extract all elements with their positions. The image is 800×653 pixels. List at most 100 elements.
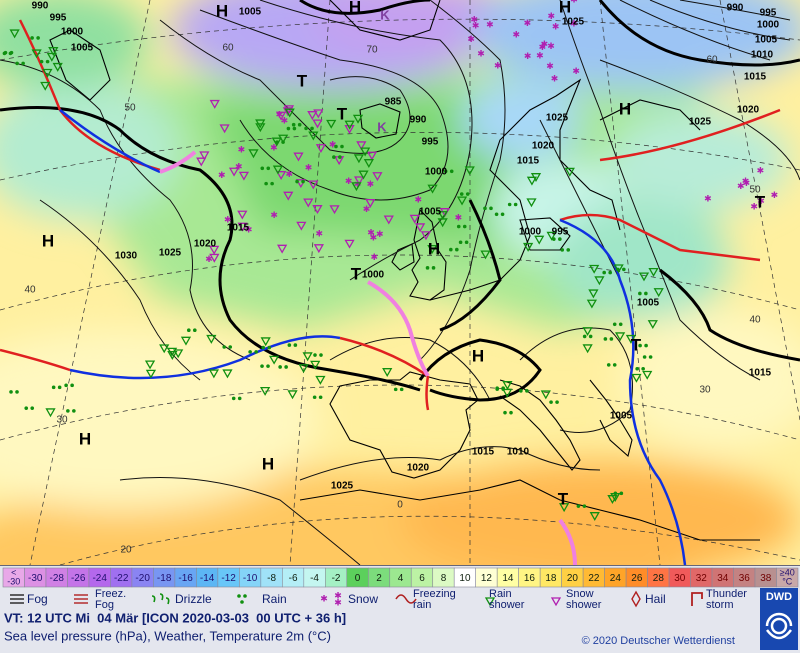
- shower-symbol: [464, 166, 475, 176]
- rain-symbol: [260, 166, 265, 171]
- shower-symbol: [228, 167, 240, 177]
- isobar-label: 1000: [757, 20, 780, 31]
- latitude-label: 30: [699, 385, 711, 396]
- isobar-label: 995: [760, 8, 777, 19]
- scale-label: -8: [267, 573, 276, 584]
- shower-symbol: [582, 327, 593, 337]
- rain-symbol: [9, 390, 13, 394]
- shower-symbol: [159, 344, 170, 354]
- rain-symbol: [222, 345, 227, 349]
- shower-symbol: [351, 182, 362, 192]
- isobar-label: 1000: [425, 167, 448, 178]
- isobar-label: 990: [410, 115, 427, 126]
- rain-symbol: [237, 396, 242, 401]
- rain-symbol: [313, 353, 317, 357]
- pressure-center: H: [559, 0, 571, 16]
- shower-symbol: [625, 334, 637, 344]
- snow-symbol: ✱: [742, 176, 750, 186]
- rain-symbol: [30, 406, 35, 410]
- shower-symbol: [315, 375, 326, 385]
- rain-symbol: [310, 126, 314, 131]
- rain-symbol: [284, 365, 288, 369]
- occluded-front: [367, 280, 430, 378]
- weather-legend: Fog Freez.Fog Drizzle Rain ✱ ✱✱ Snow Freezingra…: [10, 588, 747, 611]
- rain-symbol: [304, 126, 308, 131]
- snow-symbol: ✱: [315, 228, 323, 238]
- isobar-label: 995: [422, 137, 439, 148]
- pressure-center: T: [755, 192, 766, 211]
- snow-symbol: ✱: [334, 590, 342, 600]
- snow-symbol: ✱: [455, 212, 463, 222]
- snow-symbol: ✱: [238, 145, 246, 155]
- rain-symbol: [622, 267, 626, 272]
- shower-symbol: [310, 360, 321, 370]
- rain-symbol: [464, 240, 469, 245]
- snow-symbol: ✱: [354, 179, 362, 189]
- rain-symbol: [443, 169, 448, 174]
- shower-symbol: [427, 184, 438, 194]
- isobar-label: 1005: [637, 298, 660, 309]
- rain-symbol: [431, 266, 436, 270]
- rain-symbol: [456, 224, 461, 229]
- snow-symbol: ✱: [320, 593, 328, 603]
- latitude-label: 70: [366, 45, 378, 56]
- scale-label: 18: [545, 573, 557, 584]
- rain-symbol: [425, 266, 430, 270]
- shower-symbol: [558, 503, 570, 513]
- isobar-label: 990: [727, 3, 744, 14]
- isobar-label: 1010: [507, 447, 530, 458]
- rain-symbol: [500, 212, 505, 217]
- shower-symbol: [259, 386, 271, 396]
- isobar-label: 1025: [562, 17, 585, 28]
- shower-symbol: [358, 170, 369, 180]
- pressure-center: H: [472, 346, 484, 365]
- snow-symbol: ✱: [570, 0, 578, 5]
- shower-symbol: [409, 214, 420, 224]
- shower-symbol: [653, 288, 664, 298]
- isobar-label: 1015: [517, 156, 540, 167]
- rain-symbol: [318, 395, 323, 400]
- shower-symbol: [365, 198, 376, 208]
- weather-label: Snow: [566, 588, 594, 600]
- shower-symbol: [372, 172, 383, 182]
- snow-symbol: ✱: [472, 20, 480, 30]
- isobar-label: 1005: [610, 411, 633, 422]
- rain-symbol: [602, 270, 606, 275]
- scale-label: 10: [459, 573, 471, 584]
- shower-symbol: [208, 369, 219, 379]
- shower-symbol: [287, 390, 298, 400]
- hail-icon: [631, 590, 641, 608]
- shower-symbol: [352, 114, 364, 124]
- shower-symbol: [238, 171, 250, 181]
- isobar-label: 1015: [744, 72, 767, 83]
- weather-label: storm: [706, 599, 734, 611]
- scale-label: 12: [481, 573, 493, 584]
- shower-symbol: [344, 239, 355, 249]
- shower-symbol: [282, 107, 294, 117]
- shower-symbol: [312, 119, 323, 129]
- scale-label: -18: [157, 573, 172, 584]
- rain-symbol: [64, 383, 68, 388]
- isobar-label: 1005: [419, 207, 442, 218]
- scale-label: ≥40: [780, 567, 795, 577]
- rain-symbol: [458, 240, 463, 245]
- weather-label: Hail: [645, 592, 666, 606]
- isobar-label: 1015: [749, 368, 772, 379]
- rain-symbol: [36, 36, 40, 40]
- shower-symbol: [356, 141, 367, 151]
- isobar-label: 1010: [751, 50, 774, 61]
- shower-symbol: [534, 235, 545, 245]
- shower-symbol: [638, 272, 650, 282]
- shower-symbol: [307, 111, 318, 120]
- weather-label: rain: [413, 599, 431, 611]
- scale-label: 14: [502, 573, 514, 584]
- snow-symbol: ✱: [205, 254, 213, 264]
- scale-label: 38: [760, 573, 772, 584]
- shower-symbol: [502, 381, 513, 391]
- scale-label: -10: [243, 573, 258, 584]
- rain-symbol: [292, 126, 297, 131]
- cold-front: [69, 335, 341, 380]
- scale-label: 36: [739, 573, 751, 584]
- warm-front: [0, 348, 71, 372]
